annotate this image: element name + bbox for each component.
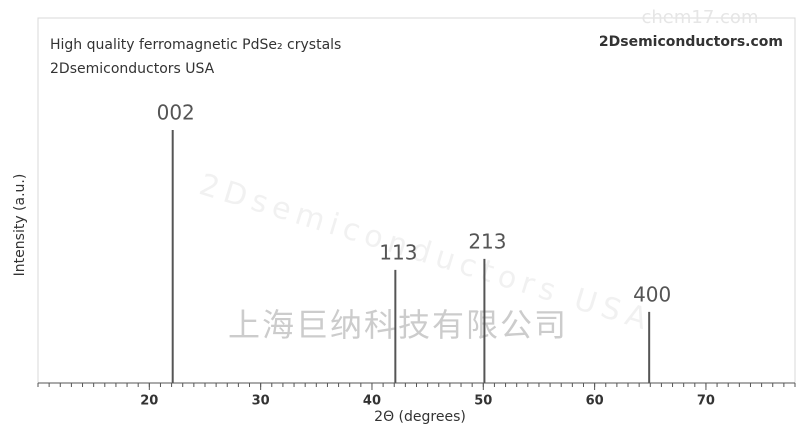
x-tick-label: 40 [363, 394, 381, 409]
x-tick-label: 30 [252, 394, 270, 409]
peak-label: 002 [157, 101, 195, 125]
peak-label: 400 [633, 282, 671, 306]
x-axis-label: 2Θ (degrees) [374, 409, 466, 425]
x-tick-label: 70 [697, 394, 715, 409]
x-tick-label: 50 [474, 394, 492, 409]
x-tick-label: 20 [140, 394, 158, 409]
brand: 2Dsemiconductors.com [599, 34, 783, 50]
watermark: chem17.com [642, 7, 759, 28]
chart-title: High quality ferromagnetic PdSe₂ crystal… [50, 37, 341, 53]
chart-subtitle: 2Dsemiconductors USA [50, 61, 215, 77]
x-tick-label: 60 [586, 394, 604, 409]
peak-label: 113 [379, 240, 417, 264]
y-axis-label: Intensity (a.u.) [12, 174, 28, 277]
peak-label: 213 [468, 229, 506, 253]
watermark: 上海巨纳科技有限公司 [228, 306, 568, 344]
